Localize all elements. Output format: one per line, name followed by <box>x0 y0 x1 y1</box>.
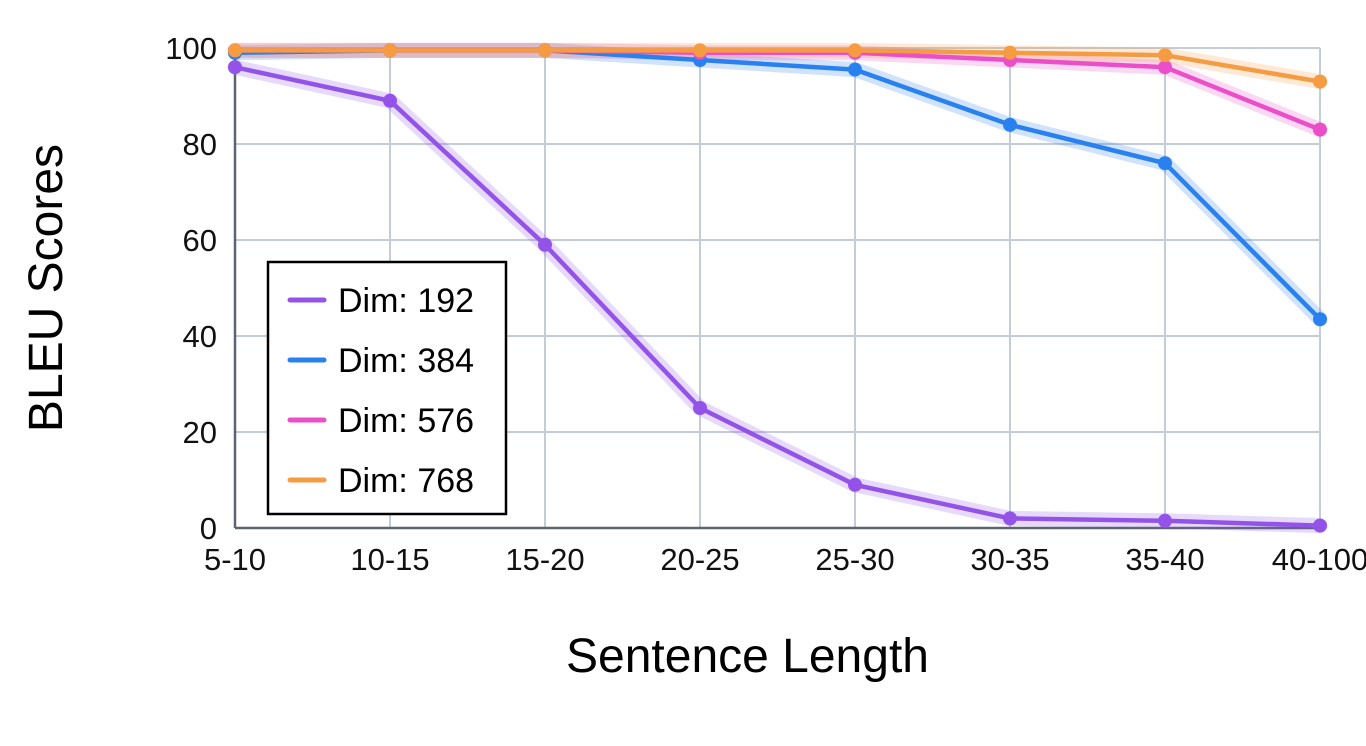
x-axis-title: Sentence Length <box>566 630 929 683</box>
x-tick-label: 30-35 <box>970 542 1049 577</box>
legend-label: Dim: 192 <box>338 282 474 320</box>
series-marker-dim-384 <box>848 62 862 77</box>
series-marker-dim-768 <box>848 43 862 58</box>
series-marker-dim-192 <box>538 237 552 252</box>
series-marker-dim-192 <box>693 401 707 415</box>
series-marker-dim-768 <box>1313 74 1327 89</box>
x-tick-label: 40-100 <box>1272 542 1366 577</box>
y-tick-label: 20 <box>183 415 217 450</box>
y-tick-label: 80 <box>183 127 217 162</box>
x-tick-label: 5-10 <box>204 542 266 577</box>
series-marker-dim-384 <box>1003 117 1017 132</box>
x-tick-label: 25-30 <box>815 542 894 577</box>
series-marker-dim-192 <box>383 93 397 108</box>
y-tick-label: 0 <box>200 511 217 546</box>
y-axis-title: BLEU Scores <box>20 144 73 432</box>
legend-label: Dim: 576 <box>338 402 474 440</box>
series-marker-dim-192 <box>1313 518 1327 533</box>
y-tick-label: 100 <box>165 31 217 66</box>
series-marker-dim-768 <box>1158 48 1172 63</box>
series-marker-dim-384 <box>1313 312 1327 327</box>
x-tick-label: 15-20 <box>505 542 584 577</box>
series-marker-dim-768 <box>1003 45 1017 60</box>
series-line-dim-768 <box>232 48 1323 84</box>
x-tick-label: 10-15 <box>350 542 429 577</box>
x-tick-label: 35-40 <box>1125 542 1204 577</box>
legend-label: Dim: 768 <box>338 462 474 500</box>
y-tick-label: 40 <box>183 319 217 354</box>
x-tick-label: 20-25 <box>660 542 739 577</box>
y-tick-label: 60 <box>183 223 217 258</box>
series-marker-dim-576 <box>1313 122 1327 137</box>
series-marker-dim-192 <box>1158 513 1172 528</box>
legend-box <box>266 260 508 516</box>
series-marker-dim-576 <box>1158 60 1172 75</box>
series-marker-dim-768 <box>383 43 397 58</box>
series-line-dim-192 <box>232 64 1323 528</box>
series-marker-dim-192 <box>1003 511 1017 526</box>
series-marker-dim-384 <box>1158 156 1172 171</box>
series-marker-dim-768 <box>693 43 707 58</box>
series-marker-dim-768 <box>538 43 552 58</box>
series-marker-dim-768 <box>228 43 242 58</box>
legend-label: Dim: 384 <box>338 342 474 380</box>
series-marker-dim-192 <box>228 60 242 75</box>
series-marker-dim-192 <box>848 477 862 492</box>
